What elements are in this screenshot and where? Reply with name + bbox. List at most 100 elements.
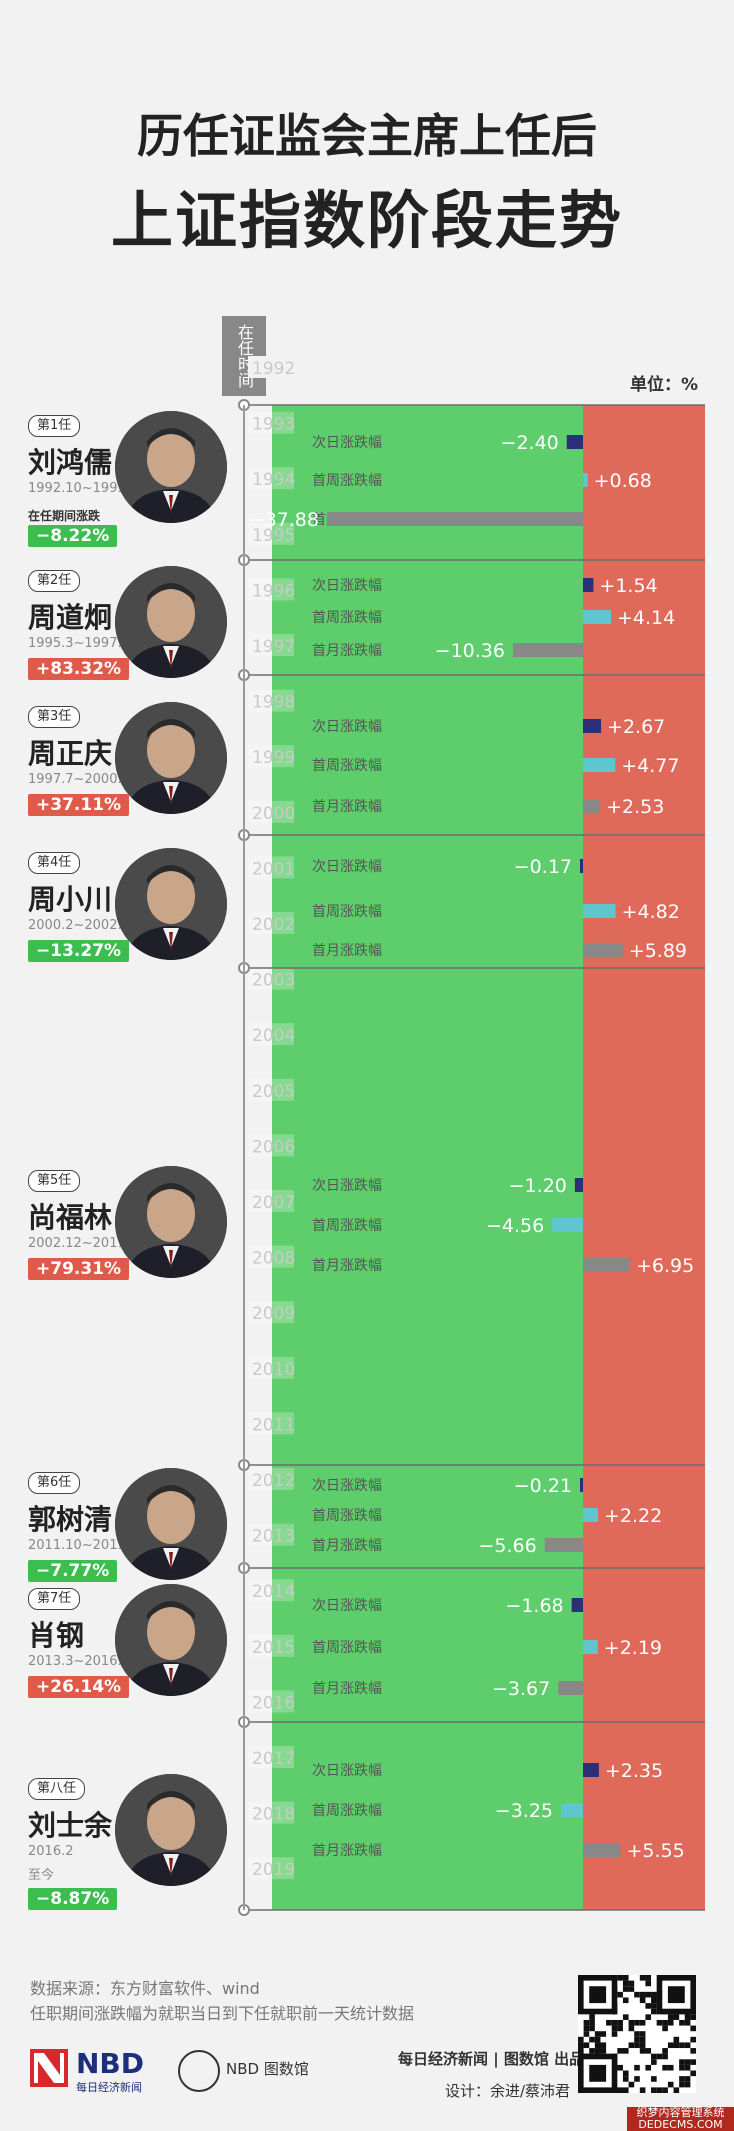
- year-tick-label: 1998: [252, 693, 295, 713]
- bar-value-label: −0.21: [514, 1475, 572, 1497]
- year-tick-label: 2001: [252, 859, 295, 879]
- year-tick-label: 2016: [252, 1693, 295, 1713]
- metric-label: 首月涨跌幅: [312, 643, 382, 659]
- chair-portrait: [115, 411, 227, 523]
- year-tick-label: 2000: [252, 804, 295, 824]
- year-tick-bg: [248, 1523, 294, 1546]
- chair-badge: 第6任: [28, 1472, 81, 1494]
- chair-portrait: [115, 1166, 227, 1278]
- metric-label: 首周涨跌幅: [312, 1803, 382, 1819]
- year-tick-bg: [248, 522, 294, 545]
- bar-week: [583, 473, 588, 487]
- bar-day: [583, 1763, 599, 1777]
- chair-badge: 第八任: [28, 1778, 86, 1800]
- year-tick-label: 2002: [252, 915, 295, 935]
- year-tick-label: 1994: [252, 470, 295, 490]
- metric-label: 次日涨跌幅: [312, 578, 382, 594]
- year-tick-bg: [248, 1634, 294, 1657]
- metric-label: 首月涨跌幅: [312, 799, 382, 815]
- year-tick-bg: [248, 1412, 294, 1435]
- year-tick-bg: [248, 1468, 294, 1490]
- chair-name: 郭树清: [28, 1503, 113, 1536]
- metric-label: 首月涨跌幅: [312, 1538, 382, 1554]
- chair-name: 周正庆: [28, 737, 113, 770]
- bar-value-label: −4.56: [486, 1215, 544, 1237]
- chair-term: 1997.7~2000.2: [28, 772, 130, 787]
- year-tick-label: 2003: [252, 971, 295, 991]
- year-tick-label: 2010: [252, 1360, 295, 1380]
- bar-month: [512, 643, 583, 657]
- year-tick-bg: [248, 411, 294, 434]
- portrait-image: [115, 702, 227, 814]
- metric-label: 首周涨跌幅: [312, 1640, 382, 1656]
- metric-label: 首月涨跌幅: [312, 1843, 382, 1859]
- bar-value-label: +4.77: [621, 755, 679, 777]
- chair-name: 尚福林: [28, 1201, 113, 1234]
- metric-label: 次日涨跌幅: [312, 719, 382, 735]
- year-tick-bg: [248, 578, 294, 601]
- chair-name: 刘鸿儒: [28, 446, 113, 479]
- metric-label: 首周涨跌幅: [312, 1508, 382, 1524]
- portrait-image: [115, 1166, 227, 1278]
- portrait-image: [115, 1584, 227, 1696]
- year-tick-label: 1996: [252, 581, 295, 601]
- bar-week: [583, 904, 616, 918]
- year-tick-bg: [248, 1078, 294, 1101]
- chair-name: 刘士余: [28, 1809, 113, 1842]
- year-tick-bg: [248, 1356, 294, 1379]
- bar-value-label: +0.68: [594, 470, 652, 492]
- qr-pattern: [578, 1975, 696, 2093]
- year-tick-label: 1995: [252, 526, 295, 546]
- bar-month: [327, 512, 583, 526]
- chair-name: 周小川: [28, 883, 113, 916]
- year-tick-bg: [248, 1746, 294, 1768]
- bar-value-label: −2.40: [501, 432, 559, 454]
- title-line-2: 上证指数阶段走势: [110, 184, 623, 257]
- chair-portrait: [115, 702, 227, 814]
- metric-label: 首月涨跌幅: [312, 943, 382, 959]
- year-tick-bg: [248, 967, 294, 990]
- bar-month: [558, 1681, 583, 1695]
- bar-day: [583, 719, 602, 733]
- year-tick-label: 2008: [252, 1249, 295, 1269]
- bar-week: [552, 1218, 583, 1232]
- year-tick-label: 2007: [252, 1193, 295, 1213]
- year-tick-bg: [248, 1023, 294, 1046]
- year-tick-label: 2012: [252, 1471, 295, 1491]
- nbd-logo-icon: [30, 2049, 68, 2087]
- chair-term: 2002.12~2011.10: [28, 1236, 147, 1251]
- bar-value-label: +4.82: [622, 901, 680, 923]
- nbd-logo: NBD 每日经济新闻: [30, 2045, 144, 2097]
- chair-change: +83.32%: [28, 658, 130, 680]
- chair-change: −7.77%: [28, 1560, 118, 1582]
- bar-month: [583, 1843, 621, 1857]
- chair-term: 2011.10~2013.3: [28, 1538, 139, 1553]
- chair-change: −8.87%: [28, 1888, 118, 1910]
- chair-term: 2000.2~2002.12: [28, 918, 139, 933]
- logo-subtext: 每日经济新闻: [76, 2081, 142, 2094]
- title-line-1: 历任证监会主席上任后: [137, 109, 597, 163]
- year-tick-bg: [248, 912, 294, 934]
- bar-day: [571, 1598, 583, 1612]
- bar-week: [561, 1803, 583, 1817]
- metric-label: 首周涨跌幅: [312, 1218, 382, 1234]
- bar-value-label: +5.55: [627, 1840, 685, 1862]
- portrait-image: [115, 1468, 227, 1580]
- year-tick-label: 1997: [252, 637, 295, 657]
- year-tick-bg: [248, 1801, 294, 1824]
- portrait-image: [115, 566, 227, 678]
- bar-value-label: −3.25: [495, 1800, 553, 1822]
- year-tick-bg: [248, 1301, 294, 1324]
- bar-value-label: −0.17: [514, 856, 572, 878]
- chair-portrait: [115, 1584, 227, 1696]
- metric-label: 次日涨跌幅: [312, 1763, 382, 1779]
- chair-badge: 第4任: [28, 852, 81, 874]
- year-tick-label: 2015: [252, 1638, 295, 1658]
- year-tick-bg: [248, 856, 294, 879]
- bar-month: [583, 799, 601, 813]
- bar-value-label: +2.19: [604, 1637, 662, 1659]
- metric-label: 首月涨跌幅: [312, 1681, 382, 1697]
- metric-label: 首月涨跌幅: [312, 1258, 382, 1274]
- bar-value-label: +6.95: [636, 1255, 694, 1277]
